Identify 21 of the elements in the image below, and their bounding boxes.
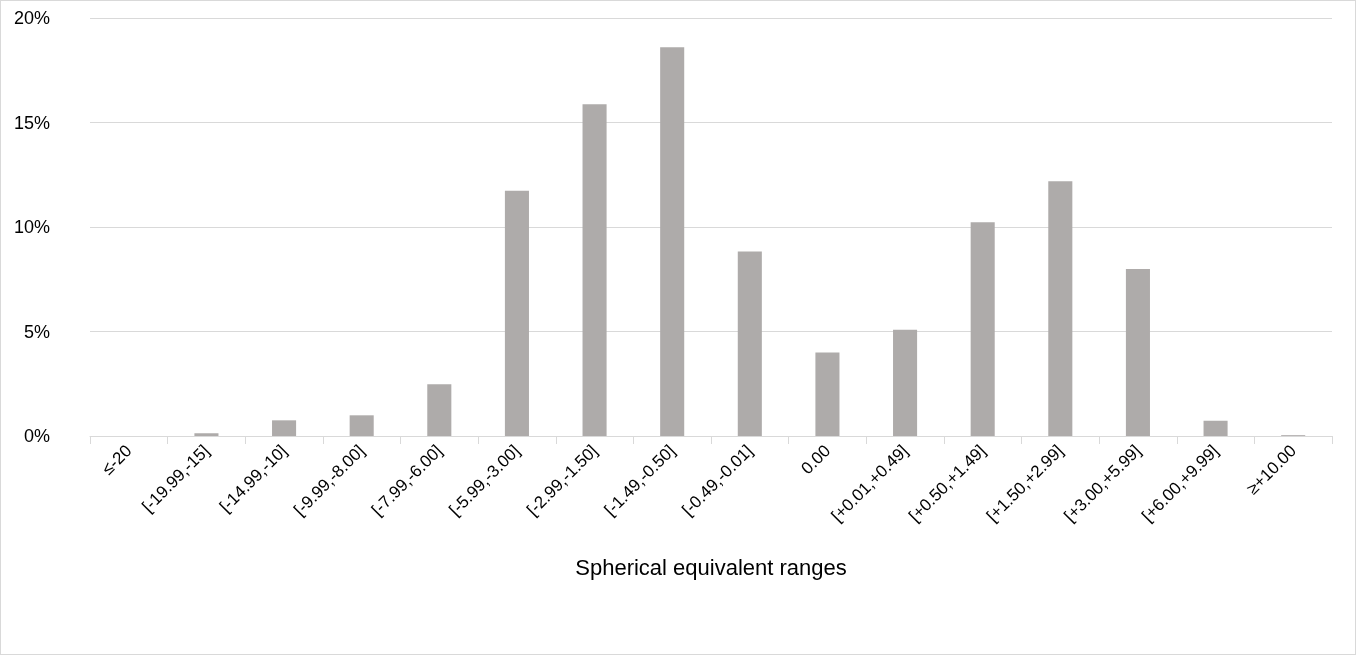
bar (815, 352, 840, 436)
y-tick-label: 10% (13, 217, 50, 237)
bar (427, 384, 452, 436)
y-tick-label: 20% (13, 8, 50, 28)
bar (737, 251, 762, 436)
bar (349, 415, 374, 436)
bar (893, 329, 918, 436)
y-tick-label: 0% (23, 426, 50, 446)
bar (582, 104, 607, 436)
bar (1125, 269, 1150, 436)
y-tick-label: 5% (23, 321, 50, 342)
x-axis-title: Spherical equivalent ranges (575, 554, 847, 580)
x-tick-label: 0.00 (797, 441, 835, 479)
bar (970, 222, 995, 436)
bar (194, 433, 219, 436)
bar (1203, 420, 1228, 436)
bar (660, 47, 685, 436)
bar (272, 420, 297, 436)
y-tick-label: 15% (13, 112, 50, 133)
bar (504, 190, 529, 436)
bar (1048, 181, 1073, 436)
